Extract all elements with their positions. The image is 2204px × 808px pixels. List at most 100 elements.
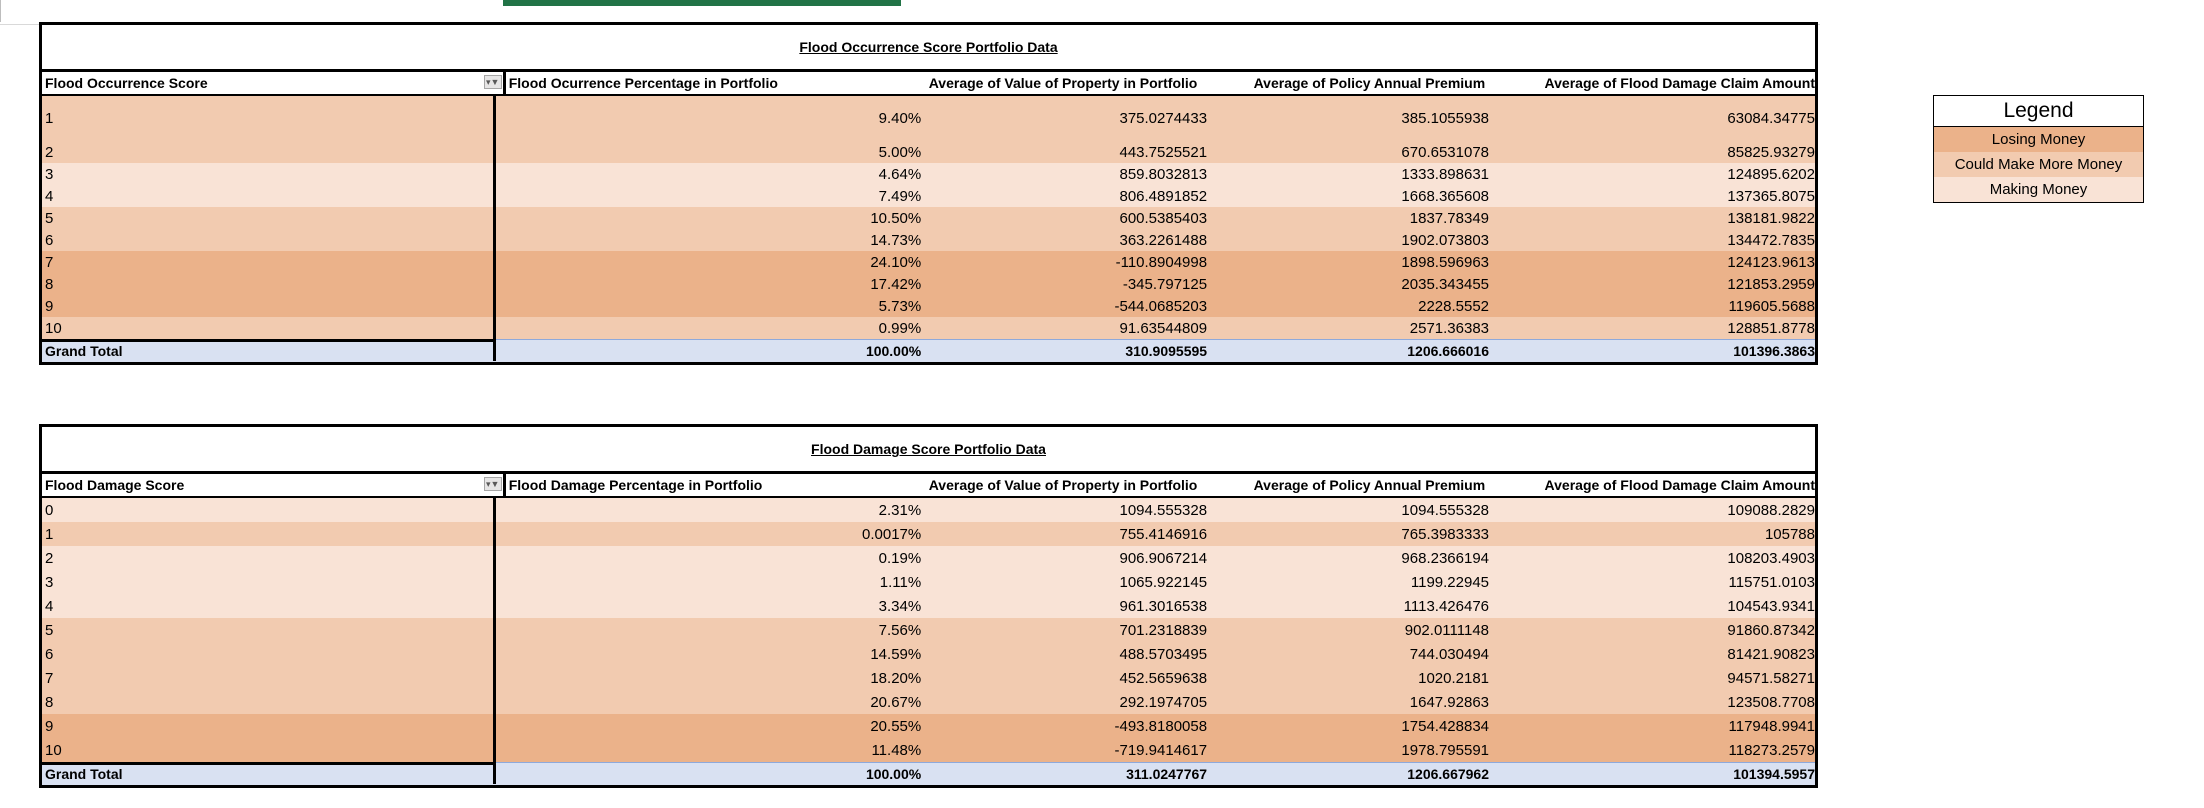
- percentage-cell[interactable]: 0.0017%: [862, 525, 922, 543]
- column-header[interactable]: Average of Flood Damage Claim Amount: [1544, 75, 1815, 91]
- claim-amount-cell[interactable]: 94571.58271: [1727, 669, 1815, 687]
- row-label-cell[interactable]: 6: [42, 229, 497, 251]
- table-row[interactable]: 4 7.49% 806.4891852 1668.365608 137365.8075: [42, 185, 1815, 207]
- row-label-cell[interactable]: 5: [42, 618, 497, 642]
- column-header[interactable]: Average of Policy Annual Premium: [1253, 75, 1486, 91]
- row-label-cell[interactable]: 3: [42, 163, 497, 185]
- table-row[interactable]: 7 18.20% 452.5659638 1020.2181 94571.58271: [42, 666, 1815, 690]
- premium-cell[interactable]: 2571.36383: [1409, 319, 1490, 337]
- property-value-cell[interactable]: 363.2261488: [1119, 231, 1208, 249]
- grand-total-row[interactable]: Grand Total 100.00% 310.9095595 1206.666016…: [42, 338, 1815, 362]
- row-label-cell[interactable]: 3: [42, 570, 497, 594]
- table-row[interactable]: 9 20.55% -493.8180058 1754.428834 117948.994…: [42, 714, 1815, 738]
- property-value-cell[interactable]: 1065.922145: [1119, 573, 1208, 591]
- premium-cell[interactable]: 1113.426476: [1403, 597, 1490, 615]
- row-field-header[interactable]: Flood Damage Score ▾▼: [42, 474, 506, 496]
- percentage-cell[interactable]: 3.34%: [878, 597, 922, 615]
- percentage-cell[interactable]: 2.31%: [878, 501, 922, 519]
- claim-amount-cell[interactable]: 119605.5688: [1728, 297, 1815, 315]
- premium-cell[interactable]: 1898.596963: [1401, 253, 1490, 271]
- table-row[interactable]: 7 24.10% -110.8904998 1898.596963 124123.961…: [42, 251, 1815, 273]
- table-row[interactable]: 1 9.40% 375.0274433 385.1055938 63084.34775: [42, 96, 1815, 141]
- row-label-cell[interactable]: 8: [42, 273, 497, 295]
- property-value-cell[interactable]: 906.9067214: [1119, 549, 1208, 567]
- percentage-cell[interactable]: 17.42%: [870, 275, 922, 293]
- active-cell-selection-edge[interactable]: [503, 0, 901, 6]
- claim-amount-cell[interactable]: 134472.7835: [1727, 231, 1815, 249]
- row-label-cell[interactable]: 2: [42, 546, 497, 570]
- row-label-cell[interactable]: 7: [42, 251, 497, 273]
- premium-cell[interactable]: 1902.073803: [1401, 231, 1490, 249]
- column-header[interactable]: Average of Value of Property in Portfoli…: [928, 477, 1198, 493]
- percentage-cell[interactable]: 1.11%: [879, 573, 922, 591]
- row-label-cell[interactable]: 8: [42, 690, 497, 714]
- table-row[interactable]: 2 5.00% 443.7525521 670.6531078 85825.93279: [42, 141, 1815, 163]
- claim-amount-cell[interactable]: 123508.7708: [1727, 693, 1815, 711]
- grand-total-percentage[interactable]: 100.00%: [865, 343, 922, 359]
- table-row[interactable]: 4 3.34% 961.3016538 1113.426476 104543.9341: [42, 594, 1815, 618]
- property-value-cell[interactable]: 859.8032813: [1119, 165, 1208, 183]
- table-row[interactable]: 5 10.50% 600.5385403 1837.78349 138181.9822: [42, 207, 1815, 229]
- claim-amount-cell[interactable]: 117948.9941: [1728, 717, 1815, 735]
- claim-amount-cell[interactable]: 85825.93279: [1727, 143, 1815, 161]
- column-header[interactable]: Flood Damage Percentage in Portfolio: [508, 477, 763, 493]
- grand-total-claim[interactable]: 101394.5957: [1733, 766, 1815, 782]
- claim-amount-cell[interactable]: 138181.9822: [1727, 209, 1815, 227]
- grand-total-label[interactable]: Grand Total: [42, 338, 497, 361]
- claim-amount-cell[interactable]: 104543.9341: [1727, 597, 1815, 615]
- property-value-cell[interactable]: 1094.555328: [1119, 501, 1208, 519]
- percentage-cell[interactable]: 20.55%: [870, 717, 922, 735]
- row-label-cell[interactable]: 2: [42, 141, 497, 163]
- premium-cell[interactable]: 1647.92863: [1409, 693, 1490, 711]
- grand-total-premium[interactable]: 1206.666016: [1407, 343, 1490, 359]
- premium-cell[interactable]: 1978.795591: [1401, 741, 1490, 759]
- percentage-cell[interactable]: 7.56%: [878, 621, 922, 639]
- percentage-cell[interactable]: 14.59%: [870, 645, 922, 663]
- table-row[interactable]: 9 5.73% -544.0685203 2228.5552 119605.5688: [42, 295, 1815, 317]
- table-row[interactable]: 10 0.99% 91.63544809 2571.36383 128851.8778: [42, 317, 1815, 339]
- table-row[interactable]: 8 20.67% 292.1974705 1647.92863 123508.7708: [42, 690, 1815, 714]
- property-value-cell[interactable]: 91.63544809: [1119, 319, 1208, 337]
- property-value-cell[interactable]: -345.797125: [1122, 275, 1208, 293]
- column-header[interactable]: Average of Policy Annual Premium: [1253, 477, 1486, 493]
- premium-cell[interactable]: 1094.555328: [1401, 501, 1490, 519]
- percentage-cell[interactable]: 14.73%: [870, 231, 922, 249]
- premium-cell[interactable]: 1020.2181: [1418, 669, 1490, 687]
- grand-total-claim[interactable]: 101396.3863: [1733, 343, 1815, 359]
- premium-cell[interactable]: 1199.22945: [1410, 573, 1490, 591]
- premium-cell[interactable]: 744.030494: [1409, 645, 1490, 663]
- claim-amount-cell[interactable]: 118273.2579: [1728, 741, 1815, 759]
- percentage-cell[interactable]: 5.00%: [878, 143, 922, 161]
- column-header[interactable]: Flood Ocurrence Percentage in Portfolio: [508, 75, 778, 91]
- flood-occurrence-pivot-table[interactable]: Flood Occurrence Score Portfolio Data Fl…: [39, 22, 1818, 365]
- claim-amount-cell[interactable]: 137365.8075: [1727, 187, 1815, 205]
- row-label-cell[interactable]: 9: [42, 295, 497, 317]
- row-label-cell[interactable]: 5: [42, 207, 497, 229]
- premium-cell[interactable]: 1333.898631: [1401, 165, 1490, 183]
- percentage-cell[interactable]: 9.40%: [878, 110, 922, 127]
- property-value-cell[interactable]: 961.3016538: [1119, 597, 1208, 615]
- percentage-cell[interactable]: 4.64%: [878, 165, 922, 183]
- premium-cell[interactable]: 765.3983333: [1401, 525, 1490, 543]
- premium-cell[interactable]: 385.1055938: [1401, 110, 1490, 127]
- percentage-cell[interactable]: 10.50%: [870, 209, 922, 227]
- property-value-cell[interactable]: 600.5385403: [1119, 209, 1208, 227]
- table-row[interactable]: 10 11.48% -719.9414617 1978.795591 118273.25…: [42, 738, 1815, 762]
- grand-total-row[interactable]: Grand Total 100.00% 311.0247767 1206.667962…: [42, 761, 1815, 785]
- premium-cell[interactable]: 902.0111148: [1404, 621, 1490, 639]
- claim-amount-cell[interactable]: 115751.0103: [1728, 573, 1815, 591]
- premium-cell[interactable]: 1837.78349: [1409, 209, 1490, 227]
- row-label-cell[interactable]: 9: [42, 714, 497, 738]
- property-value-cell[interactable]: 452.5659638: [1119, 669, 1208, 687]
- property-value-cell[interactable]: 375.0274433: [1119, 110, 1208, 127]
- premium-cell[interactable]: 968.2366194: [1401, 549, 1490, 567]
- property-value-cell[interactable]: -110.8904998: [1115, 253, 1208, 271]
- property-value-cell[interactable]: -493.8180058: [1114, 717, 1208, 735]
- property-value-cell[interactable]: 292.1974705: [1119, 693, 1208, 711]
- table-row[interactable]: 3 4.64% 859.8032813 1333.898631 124895.6202: [42, 163, 1815, 185]
- percentage-cell[interactable]: 5.73%: [878, 297, 922, 315]
- property-value-cell[interactable]: 443.7525521: [1119, 143, 1208, 161]
- claim-amount-cell[interactable]: 124895.6202: [1727, 165, 1815, 183]
- flood-damage-pivot-table[interactable]: Flood Damage Score Portfolio Data Flood …: [39, 424, 1818, 788]
- grand-total-premium[interactable]: 1206.667962: [1407, 766, 1490, 782]
